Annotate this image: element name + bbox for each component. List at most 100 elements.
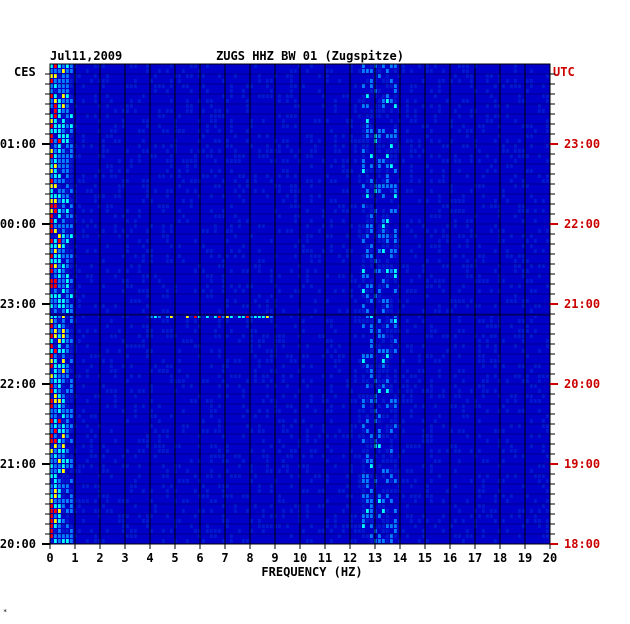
heatmap-cell [502,449,505,453]
heatmap-cell [490,324,493,328]
heatmap-cell [194,269,197,273]
heatmap-cell [370,439,373,443]
heatmap-cell [318,74,321,78]
heatmap-cell [430,434,433,438]
heatmap-cell [386,174,389,178]
heatmap-cell [66,294,69,298]
heatmap-cell [126,464,129,468]
heatmap-cell [306,489,309,493]
heatmap-cell [58,234,61,238]
heatmap-cell [310,449,313,453]
heatmap-cell [50,419,53,423]
heatmap-cell [282,509,285,513]
heatmap-cell [142,244,145,248]
heatmap-cell [162,444,165,448]
heatmap-cell [194,179,197,183]
heatmap-cell [278,149,281,153]
heatmap-cell [402,374,405,378]
heatmap-cell [506,249,509,253]
heatmap-cell [230,144,233,148]
heatmap-cell [510,284,513,288]
heatmap-cell [410,119,413,123]
heatmap-cell [366,444,369,448]
heatmap-cell [142,339,145,343]
heatmap-cell [58,134,61,138]
heatmap-cell [50,129,53,133]
heatmap-cell [278,499,281,503]
heatmap-cell [230,284,233,288]
heatmap-cell [130,164,133,168]
heatmap-cell [442,264,445,268]
heatmap-cell [190,149,193,153]
heatmap-cell [182,479,185,483]
heatmap-cell [394,279,397,283]
heatmap-cell [378,89,381,93]
heatmap-cell [294,104,297,108]
heatmap-cell [546,534,549,538]
heatmap-cell [530,124,533,128]
heatmap-cell [62,94,65,98]
corner-mark: * [3,608,8,616]
heatmap-cell [454,344,457,348]
heatmap-cell [102,469,105,473]
heatmap-cell [430,494,433,498]
heatmap-cell [482,259,485,263]
heatmap-cell [498,429,501,433]
heatmap-cell [482,364,485,368]
heatmap-cell [54,499,57,503]
heatmap-cell [70,494,73,498]
heatmap-cell [354,299,357,303]
heatmap-cell [82,384,85,388]
heatmap-cell [442,229,445,233]
heatmap-cell [446,159,449,163]
heatmap-cell [50,449,53,453]
heatmap-cell [66,159,69,163]
heatmap-cell [378,224,381,228]
heatmap-cell [466,64,469,68]
heatmap-cell [154,444,157,448]
heatmap-cell [238,219,241,223]
heatmap-cell [62,244,65,248]
heatmap-cell [370,279,373,283]
heatmap-cell [354,524,357,528]
heatmap-cell [306,509,309,513]
heatmap-cell [286,144,289,148]
heatmap-cell [58,334,61,338]
heatmap-cell [462,284,465,288]
heatmap-cell [70,234,73,238]
heatmap-cell [50,474,53,478]
heatmap-cell [206,399,209,403]
heatmap-cell [154,364,157,368]
heatmap-cell [126,209,129,213]
heatmap-cell [510,254,513,258]
heatmap-cell [378,414,381,418]
heatmap-cell [58,149,61,153]
heatmap-cell [62,334,65,338]
heatmap-cell [286,354,289,358]
heatmap-cell [422,534,425,538]
heatmap-cell [242,334,245,338]
heatmap-cell [382,369,385,373]
heatmap-cell [394,414,397,418]
heatmap-cell [530,319,533,323]
heatmap-cell [258,134,261,138]
heatmap-cell [510,394,513,398]
heatmap-cell [414,524,417,528]
heatmap-cell [62,509,65,513]
heatmap-cell [526,299,529,303]
heatmap-cell [306,134,309,138]
heatmap-cell [198,129,201,133]
heatmap-cell [394,489,397,493]
heatmap-cell [546,479,549,483]
heatmap-cell [422,264,425,268]
heatmap-cell [54,479,57,483]
heatmap-cell [98,104,101,108]
heatmap-cell [50,369,53,373]
heatmap-cell [166,289,169,293]
heatmap-cell [202,134,205,138]
heatmap-cell [266,414,269,418]
heatmap-cell [306,439,309,443]
heatmap-cell [54,244,57,248]
heatmap-cell [466,274,469,278]
heatmap-cell [390,164,393,168]
